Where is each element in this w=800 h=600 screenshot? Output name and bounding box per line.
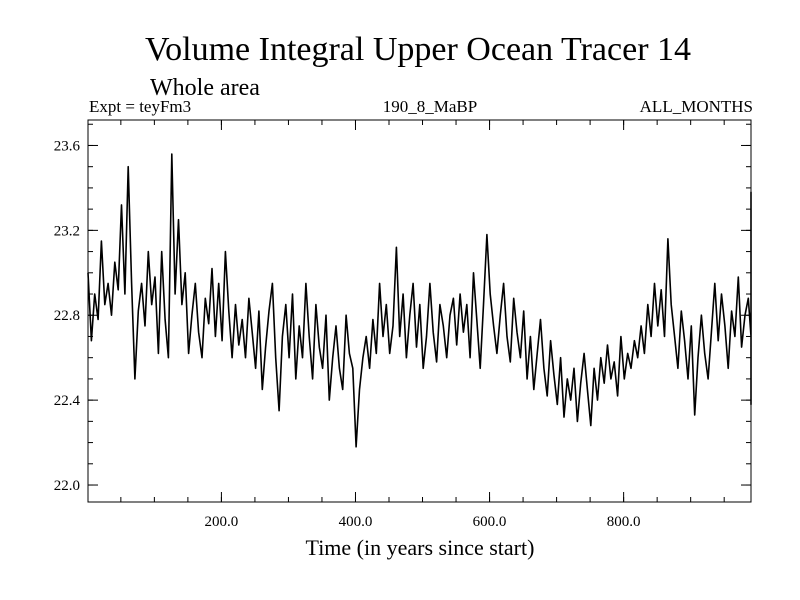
chart-subtitle: Whole area [150, 75, 260, 101]
data-series [87, 153, 752, 448]
y-tick-label: 22.4 [54, 393, 81, 409]
chart-title: Volume Integral Upper Ocean Tracer 14 [144, 31, 692, 68]
months-label: ALL_MONTHS [639, 97, 753, 116]
experiment-label: Expt = teyFm3 [89, 97, 192, 116]
y-tick-label: 22.0 [54, 478, 80, 494]
axis-ticks: 22.0 22.4 22.8 23.2 23.6 200.0 400.0 600.0 800.0 [54, 120, 751, 530]
x-tick-label: 800.0 [607, 514, 641, 530]
y-tick-label: 22.8 [54, 308, 80, 324]
y-tick-label: 23.6 [54, 138, 81, 154]
series-line [87, 153, 752, 448]
x-tick-label: 600.0 [473, 514, 507, 530]
run-id-label: 190_8_MaBP [382, 97, 478, 116]
y-tick-label: 23.2 [54, 223, 80, 239]
x-tick-label: 400.0 [339, 514, 373, 530]
x-tick-label: 200.0 [205, 514, 239, 530]
x-axis-title: Time (in years since start) [306, 535, 535, 560]
